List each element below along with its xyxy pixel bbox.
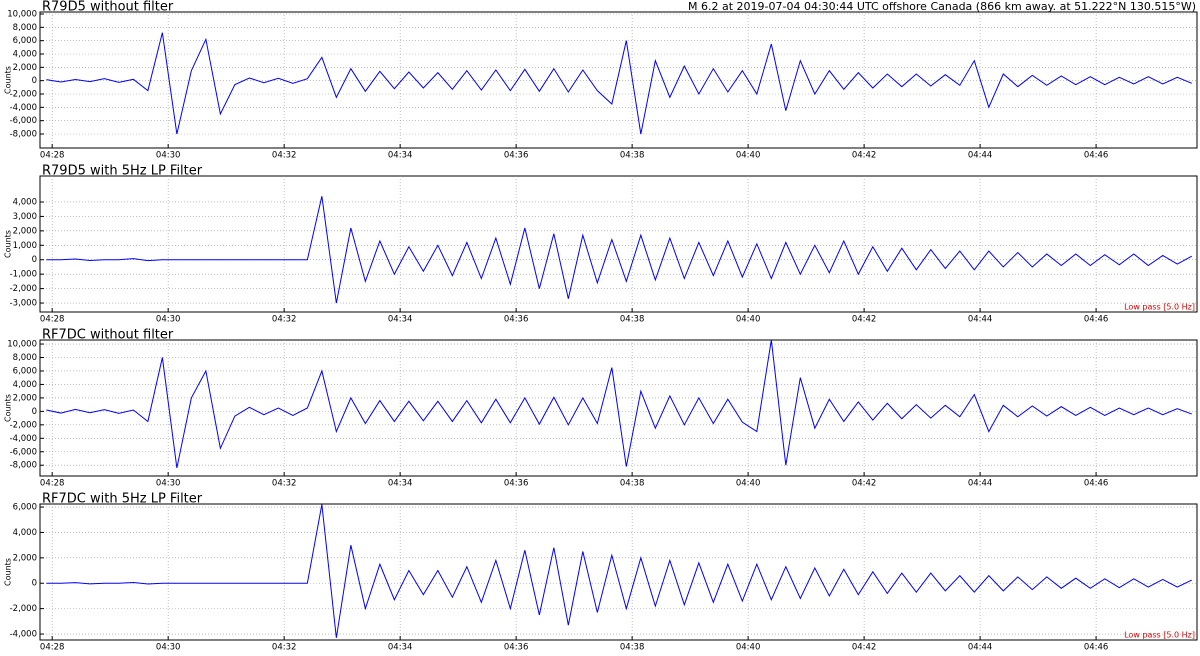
x-tick-label: 04:30 — [156, 315, 181, 325]
y-tick-label: -6,000 — [10, 116, 37, 126]
y-tick-label: 2,000 — [13, 553, 37, 563]
x-tick-label: 04:32 — [272, 643, 297, 653]
x-tick-label: 04:46 — [1084, 315, 1109, 325]
y-tick-label: 8,000 — [13, 353, 37, 363]
y-tick-label: 6,000 — [13, 366, 37, 376]
x-tick-label: 04:36 — [504, 315, 529, 325]
y-tick-label: -4,000 — [10, 434, 37, 444]
y-tick-label: 0 — [32, 407, 37, 417]
x-tick-label: 04:38 — [620, 151, 645, 161]
x-tick-label: 04:44 — [968, 151, 993, 161]
panel-title: R79D5 with 5Hz LP Filter — [42, 164, 203, 179]
x-tick-label: 04:34 — [388, 315, 413, 325]
panel-title: R79D5 without filter — [42, 0, 174, 15]
y-tick-label: -1,000 — [10, 270, 37, 280]
x-tick-label: 04:40 — [736, 151, 761, 161]
y-tick-label: 4,000 — [13, 528, 37, 538]
waveform — [46, 196, 1193, 304]
x-tick-label: 04:32 — [272, 315, 297, 325]
x-tick-label: 04:36 — [504, 151, 529, 161]
y-axis-label: Counts — [4, 394, 13, 422]
filter-annotation: Low pass [5.0 Hz] — [1124, 631, 1195, 640]
x-tick-label: 04:34 — [388, 643, 413, 653]
plot-area — [39, 11, 1198, 149]
y-tick-label: -2,000 — [10, 284, 37, 294]
x-tick-label: 04:28 — [40, 479, 65, 489]
y-tick-label: 6,000 — [13, 36, 37, 46]
plot-area — [39, 175, 1198, 313]
y-tick-label: 2,000 — [13, 393, 37, 403]
x-tick-label: 04:44 — [968, 479, 993, 489]
y-tick-label: 3,000 — [13, 212, 37, 222]
y-tick-label: 10,000 — [7, 10, 37, 20]
x-tick-label: 04:32 — [272, 479, 297, 489]
y-tick-label: 0 — [32, 255, 37, 265]
y-tick-label: 4,000 — [13, 380, 37, 390]
x-tick-label: 04:40 — [736, 315, 761, 325]
y-tick-label: -3,000 — [10, 299, 37, 309]
x-tick-label: 04:42 — [852, 643, 877, 653]
y-tick-label: 0 — [32, 579, 37, 589]
waveform — [46, 32, 1192, 135]
y-tick-label: -2,000 — [10, 90, 37, 100]
filter-annotation: Low pass [5.0 Hz] — [1124, 303, 1195, 312]
x-tick-label: 04:44 — [968, 315, 993, 325]
y-axis-label: Counts — [4, 558, 13, 586]
x-tick-label: 04:40 — [736, 479, 761, 489]
y-tick-label: 10,000 — [7, 340, 37, 350]
x-tick-label: 04:30 — [156, 479, 181, 489]
plot-area — [39, 503, 1198, 641]
x-tick-label: 04:30 — [156, 643, 181, 653]
x-tick-label: 04:46 — [1084, 479, 1109, 489]
panel-title: RF7DC without filter — [42, 328, 174, 343]
plot-area — [39, 339, 1198, 477]
x-tick-label: 04:38 — [620, 643, 645, 653]
y-tick-label: 0 — [32, 76, 37, 86]
waveform — [46, 504, 1192, 638]
y-tick-label: -4,000 — [10, 630, 37, 640]
x-tick-label: 04:38 — [620, 479, 645, 489]
x-tick-label: 04:38 — [620, 315, 645, 325]
x-tick-label: 04:28 — [40, 643, 65, 653]
y-tick-label: -6,000 — [10, 447, 37, 457]
x-tick-label: 04:28 — [40, 315, 65, 325]
x-tick-label: 04:46 — [1084, 151, 1109, 161]
x-tick-label: 04:40 — [736, 643, 761, 653]
y-tick-label: 2,000 — [13, 226, 37, 236]
x-tick-label: 04:30 — [156, 151, 181, 161]
x-tick-label: 04:28 — [40, 151, 65, 161]
x-tick-label: 04:36 — [504, 643, 529, 653]
y-tick-label: -2,000 — [10, 604, 37, 614]
y-tick-label: -8,000 — [10, 461, 37, 471]
x-tick-label: 04:42 — [852, 479, 877, 489]
x-tick-label: 04:42 — [852, 151, 877, 161]
event-annotation: M 6.2 at 2019-07-04 04:30:44 UTC offshor… — [688, 0, 1196, 13]
y-axis-label: Counts — [4, 66, 13, 94]
y-tick-label: 2,000 — [13, 63, 37, 73]
y-axis-label: Counts — [4, 230, 13, 258]
x-tick-label: 04:46 — [1084, 643, 1109, 653]
y-tick-label: 6,000 — [13, 503, 37, 513]
x-tick-label: 04:34 — [388, 151, 413, 161]
waveform — [46, 339, 1192, 469]
y-tick-label: 8,000 — [13, 23, 37, 33]
x-tick-label: 04:32 — [272, 151, 297, 161]
y-tick-label: 1,000 — [13, 241, 37, 251]
y-tick-label: -2,000 — [10, 420, 37, 430]
x-tick-label: 04:36 — [504, 479, 529, 489]
x-tick-label: 04:44 — [968, 643, 993, 653]
y-tick-label: 4,000 — [13, 197, 37, 207]
x-tick-label: 04:42 — [852, 315, 877, 325]
y-tick-label: 4,000 — [13, 50, 37, 60]
x-tick-label: 04:34 — [388, 479, 413, 489]
panel-title: RF7DC with 5Hz LP Filter — [42, 492, 203, 507]
y-tick-label: -4,000 — [10, 103, 37, 113]
y-tick-label: -8,000 — [10, 130, 37, 140]
